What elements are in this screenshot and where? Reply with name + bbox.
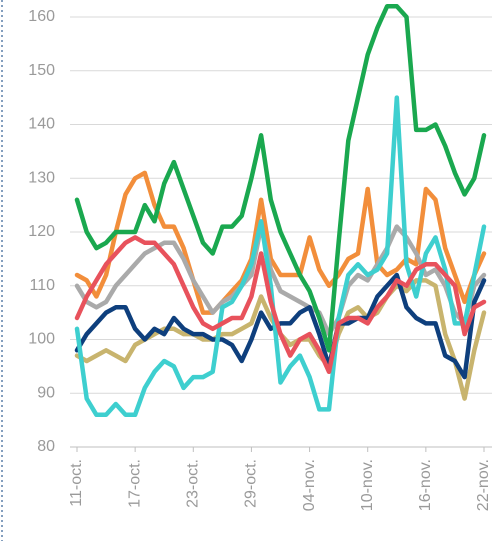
- series-line: [74, 272, 487, 380]
- x-tick-label: 11-oct.: [68, 459, 85, 507]
- y-tick-label: 110: [29, 277, 55, 294]
- x-tick-label: 04-nov.: [301, 459, 318, 511]
- x-tick-label: 23-oct.: [185, 459, 202, 508]
- y-tick-label: 130: [28, 169, 55, 186]
- series-line: [74, 235, 487, 375]
- x-tick-label: 22-nov.: [475, 459, 492, 511]
- series-line: [74, 170, 487, 315]
- x-tick-label: 29-oct.: [243, 459, 260, 508]
- y-tick-label: 80: [37, 438, 55, 455]
- x-tick-label: 16-nov.: [417, 459, 434, 511]
- y-tick-label: 90: [37, 384, 55, 401]
- y-tick-label: 120: [28, 223, 55, 240]
- y-tick-label: 100: [28, 331, 55, 348]
- x-tick-label: 17-oct.: [126, 459, 143, 508]
- series-line: [74, 224, 487, 337]
- x-tick-label: 10-nov.: [359, 459, 376, 511]
- y-tick-label: 140: [28, 116, 55, 133]
- y-tick-label: 150: [28, 62, 55, 79]
- y-tick-label: 160: [28, 8, 55, 25]
- series-line: [74, 95, 487, 418]
- series-line: [74, 4, 487, 353]
